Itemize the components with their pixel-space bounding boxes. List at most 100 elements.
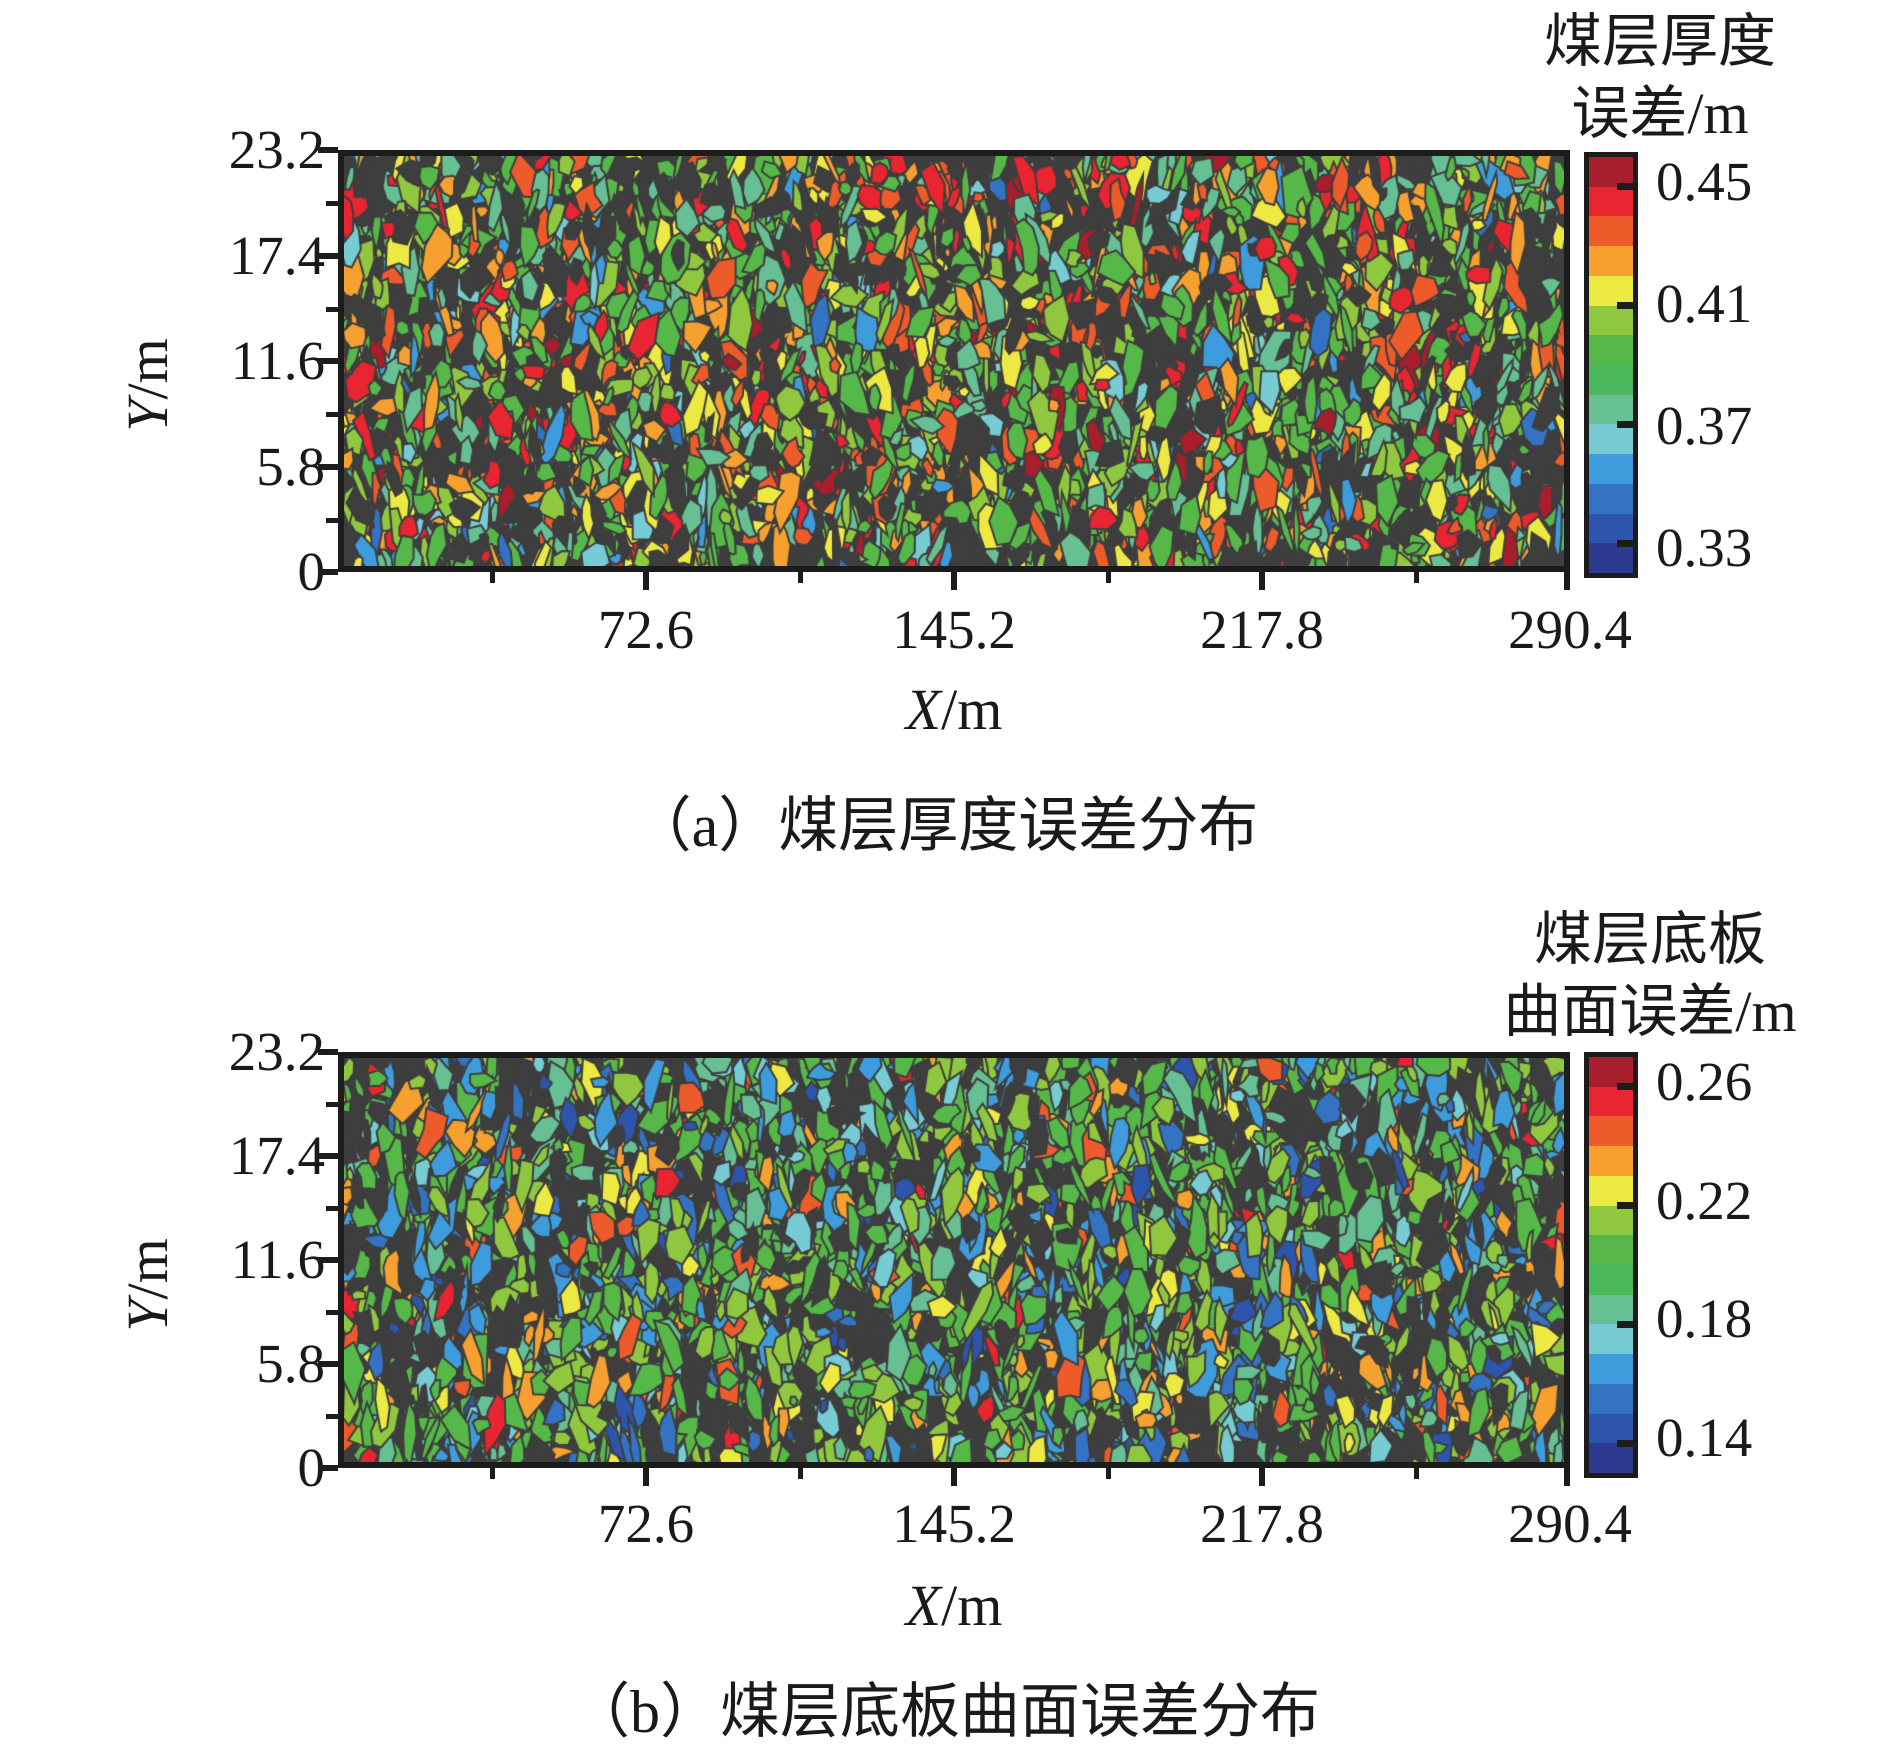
colorbar-band bbox=[1589, 246, 1633, 276]
axis-tick bbox=[1617, 540, 1633, 547]
axis-tick bbox=[951, 572, 957, 590]
axis-tick bbox=[326, 1310, 338, 1315]
axis-tick bbox=[1617, 421, 1633, 428]
heatmap-plot-b bbox=[338, 1052, 1570, 1468]
colorbar-band bbox=[1589, 186, 1633, 217]
colorbar-tick-label: 0.41 bbox=[1656, 273, 1753, 334]
colorbar-band bbox=[1589, 157, 1633, 187]
colorbar-band bbox=[1589, 1116, 1633, 1147]
colorbar-title-b-line2: 曲面误差/m bbox=[1503, 979, 1797, 1044]
y-tick-label: 17.4 bbox=[228, 1125, 325, 1186]
colorbar-band bbox=[1589, 1265, 1633, 1295]
x-axis-unit: /m bbox=[941, 1573, 1003, 1638]
colorbar-band bbox=[1589, 1413, 1633, 1444]
colorbar-title-b: 煤层底板 曲面误差/m bbox=[1430, 904, 1870, 1048]
colorbar-band bbox=[1589, 1294, 1633, 1325]
y-tick-label: 17.4 bbox=[228, 225, 325, 286]
x-tick-label: 290.4 bbox=[1508, 1493, 1632, 1554]
colorbar-band bbox=[1589, 1057, 1633, 1087]
y-tick-label: 11.6 bbox=[230, 1229, 325, 1290]
colorbar-tick-label: 0.37 bbox=[1656, 395, 1753, 456]
colorbar-tick-label: 0.18 bbox=[1656, 1288, 1753, 1349]
y-tick-label: 11.6 bbox=[230, 330, 325, 391]
axis-tick bbox=[318, 1049, 338, 1055]
colorbar-b bbox=[1584, 1052, 1638, 1478]
axis-tick bbox=[1617, 1083, 1633, 1090]
x-tick-label: 72.6 bbox=[597, 1493, 695, 1554]
axis-tick bbox=[798, 1468, 803, 1479]
x-tick-label: 217.8 bbox=[1200, 1493, 1324, 1554]
axis-tick bbox=[326, 1102, 338, 1107]
colorbar-band bbox=[1589, 1354, 1633, 1384]
colorbar-band bbox=[1589, 1443, 1633, 1474]
colorbar-band bbox=[1589, 1175, 1633, 1206]
x-tick-label: 72.6 bbox=[597, 599, 695, 660]
colorbar-band bbox=[1589, 275, 1633, 306]
axis-tick bbox=[1617, 302, 1633, 309]
caption-b: （b）煤层底板曲面误差分布 bbox=[570, 1679, 1320, 1745]
y-axis-variable: Y bbox=[115, 1299, 180, 1332]
colorbar-band bbox=[1589, 1086, 1633, 1117]
axis-tick bbox=[318, 569, 338, 575]
axis-tick bbox=[318, 464, 338, 470]
colorbar-band bbox=[1589, 1235, 1633, 1266]
colorbar-band bbox=[1589, 216, 1633, 247]
axis-tick bbox=[798, 572, 803, 583]
colorbar-title-a-line2: 误差/m bbox=[1571, 81, 1749, 146]
axis-tick bbox=[1617, 1440, 1633, 1447]
colorbar-tick-label: 0.33 bbox=[1656, 517, 1753, 578]
x-tick-label: 145.2 bbox=[892, 599, 1016, 660]
y-tick-label: 0 bbox=[297, 541, 326, 602]
axis-tick bbox=[326, 307, 338, 312]
axis-tick bbox=[318, 1153, 338, 1159]
axis-tick bbox=[326, 1414, 338, 1419]
colorbar-band bbox=[1589, 454, 1633, 484]
colorbar-title-a-line1: 煤层厚度 bbox=[1543, 9, 1776, 74]
axis-tick bbox=[643, 572, 649, 590]
x-axis-variable: X bbox=[905, 677, 942, 742]
colorbar-band bbox=[1589, 1146, 1633, 1176]
colorbar-band bbox=[1589, 335, 1633, 366]
error-map-canvas-b bbox=[344, 1058, 1564, 1462]
y-axis-variable: Y bbox=[115, 399, 180, 432]
colorbar-tick-label: 0.14 bbox=[1656, 1407, 1753, 1468]
axis-tick bbox=[1617, 183, 1633, 190]
axis-tick bbox=[951, 1468, 957, 1486]
colorbar-band bbox=[1589, 543, 1633, 574]
axis-tick bbox=[643, 1468, 649, 1486]
axis-tick bbox=[326, 201, 338, 206]
y-axis-unit: /m bbox=[115, 338, 180, 400]
error-map-canvas-a bbox=[344, 156, 1564, 566]
colorbar-band bbox=[1589, 483, 1633, 514]
axis-tick bbox=[318, 253, 338, 259]
colorbar-title-b-line1: 煤层底板 bbox=[1533, 907, 1766, 972]
colorbar-title-a: 煤层厚度 误差/m bbox=[1460, 6, 1860, 150]
colorbar-band bbox=[1589, 513, 1633, 544]
axis-tick bbox=[326, 412, 338, 417]
colorbar-band bbox=[1589, 1205, 1633, 1236]
colorbar-a bbox=[1584, 152, 1638, 578]
axis-tick bbox=[1617, 1321, 1633, 1328]
axis-tick bbox=[1259, 572, 1265, 590]
axis-tick bbox=[318, 1361, 338, 1367]
caption-a: （a）煤层厚度误差分布 bbox=[631, 793, 1259, 859]
heatmap-plot-a bbox=[338, 150, 1570, 572]
axis-tick bbox=[1106, 1468, 1111, 1479]
axis-tick bbox=[490, 1468, 495, 1479]
y-axis-title-b: Y/m bbox=[113, 1155, 183, 1415]
y-tick-label: 23.2 bbox=[228, 119, 325, 180]
y-tick-label: 23.2 bbox=[228, 1021, 325, 1082]
x-tick-label: 217.8 bbox=[1200, 599, 1324, 660]
colorbar-band bbox=[1589, 1383, 1633, 1414]
axis-tick bbox=[318, 1465, 338, 1471]
x-tick-label: 145.2 bbox=[892, 1493, 1016, 1554]
axis-tick bbox=[318, 147, 338, 153]
axis-tick bbox=[490, 572, 495, 583]
colorbar-tick-label: 0.45 bbox=[1656, 151, 1753, 212]
colorbar-band bbox=[1589, 394, 1633, 425]
axis-tick bbox=[326, 518, 338, 523]
axis-tick bbox=[318, 358, 338, 364]
colorbar-band bbox=[1589, 424, 1633, 455]
x-axis-title-a: X/m bbox=[338, 678, 1570, 742]
